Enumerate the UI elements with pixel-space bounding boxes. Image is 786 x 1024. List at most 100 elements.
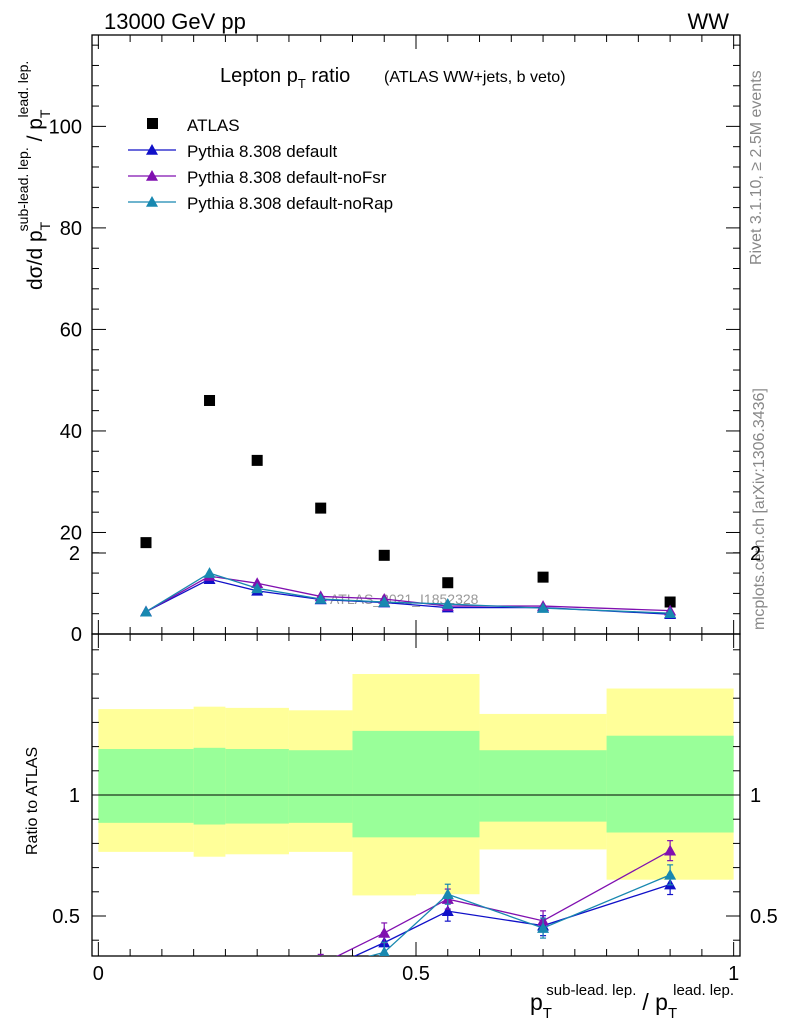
- ratio-point-0: [140, 971, 152, 982]
- legend-entry-label: Pythia 8.308 default-noFsr: [187, 168, 387, 187]
- legend: ATLAS Pythia 8.308 default Pythia 8.308 de…: [128, 116, 393, 213]
- legend-marker: [146, 170, 158, 181]
- ratio-point-0: [251, 971, 263, 982]
- main-ytick-label: 20: [60, 522, 82, 544]
- main-series-group: [140, 394, 677, 620]
- ylabel-sup-lead: lead. lep.: [15, 61, 31, 118]
- xtick-label: 0.5: [402, 963, 430, 985]
- ratio-point-1: [315, 958, 327, 969]
- mc-point-3: [537, 602, 550, 613]
- ratio-point-2: [204, 968, 216, 979]
- mc-point-3: [441, 598, 454, 609]
- ratio-point-0: [315, 966, 327, 977]
- ratio-uncertainty-bands: [98, 674, 734, 896]
- ylabel-slash-p: / p: [24, 118, 47, 147]
- mc-point-3: [251, 582, 264, 594]
- legend-marker: [146, 196, 158, 207]
- ratio-point-1: [251, 961, 263, 972]
- title-suffix: ratio: [306, 65, 350, 87]
- mc-line-2: [145, 575, 671, 613]
- ratio-ytick-label-left: 1: [69, 785, 80, 807]
- ratio-point-2: [251, 968, 263, 979]
- xlabel-p: p: [530, 989, 543, 1015]
- main-ytick-label: 100: [49, 116, 82, 138]
- ratio-band-green: [479, 750, 607, 822]
- xlabel-sub-t1: T: [543, 1005, 552, 1022]
- ratio-point-0: [204, 975, 216, 986]
- mc-point-3: [203, 567, 216, 578]
- mc-point-3: [140, 605, 152, 617]
- ylabel-sub-t1: T: [37, 221, 53, 230]
- ratio-band-green: [606, 735, 734, 833]
- xlabel-sup-sublead: sub-lead. lep.: [546, 982, 636, 999]
- header-left: 13000 GeV pp: [104, 9, 246, 34]
- main-y-axis: 0 20 40 60 80 100: [49, 44, 740, 646]
- ylabel-sup-sublead: sub-lead. lep.: [15, 147, 31, 231]
- ratio-y-axis: 0.5 0.5 1 1 2 2: [52, 543, 778, 941]
- main-ytick-label: 80: [60, 218, 82, 240]
- main-ytick-label: 40: [60, 421, 82, 443]
- ratio-band-green: [288, 750, 353, 823]
- mc-point-3: [378, 596, 391, 607]
- ratio-ytick-label-right: 1: [750, 785, 761, 807]
- ratio-point-1: [664, 844, 677, 856]
- ratio-point-1: [140, 971, 152, 982]
- ratio-point-2: [140, 971, 152, 982]
- mcplots-label: mcplots.cern.ch [arXiv:1306.3436]: [751, 388, 768, 630]
- xlabel-sub-t2: T: [668, 1005, 677, 1022]
- xtick-label: 1: [728, 963, 739, 985]
- atlas-data-point: [140, 537, 152, 549]
- ratio-ytick-label-right: 0.5: [750, 906, 778, 928]
- mc-point-3: [314, 592, 327, 604]
- ratio-ytick-label-left: 0.5: [52, 906, 80, 928]
- ratio-band-green: [225, 749, 289, 824]
- ratio-series-group: [140, 840, 677, 986]
- title-main: Lepton p: [220, 65, 298, 87]
- main-ytick-label: 0: [71, 624, 82, 646]
- mc-line-3: [145, 572, 671, 614]
- atlas-data-point: [537, 571, 549, 583]
- atlas-data-point: [442, 577, 454, 589]
- x-axis: 0 0.5 1: [93, 35, 739, 985]
- ylabel-dsigma: dσ/d p: [24, 230, 47, 290]
- xtick-label: 0: [93, 963, 104, 985]
- ratio-point-0: [441, 905, 454, 916]
- atlas-data-point: [204, 394, 216, 406]
- ratio-band-green: [98, 749, 194, 823]
- ratio-y-label: Ratio to ATLAS: [24, 747, 41, 855]
- xlabel-slash-p: / p: [642, 989, 668, 1015]
- ratio-point-1: [378, 926, 391, 938]
- ratio-line-0: [353, 883, 671, 956]
- ratio-ytick-label-left: 2: [69, 543, 80, 565]
- ratio-band-green: [352, 730, 416, 838]
- atlas-data-point: [251, 454, 263, 466]
- mc-point-3: [664, 607, 677, 618]
- title-subscript: T: [298, 76, 306, 91]
- header-right: WW: [687, 9, 729, 34]
- legend-marker: [146, 144, 158, 155]
- legend-marker-atlas: [147, 118, 158, 129]
- title-detail: (ATLAS WW+jets, b veto): [384, 69, 566, 86]
- ratio-ytick-label-right: 2: [750, 543, 761, 565]
- ratio-band-green: [193, 747, 226, 825]
- ylabel-sub-t2: T: [37, 109, 53, 118]
- main-ytick-label: 60: [60, 319, 82, 341]
- ratio-point-2: [441, 888, 454, 900]
- x-axis-label: pTsub-lead. lep. / pTlead. lep.: [530, 982, 734, 1022]
- ratio-point-2: [315, 963, 327, 974]
- atlas-data-point: [378, 549, 390, 561]
- analysis-watermark: ATLAS_2021_I1852328: [330, 591, 479, 607]
- ratio-point-2: [664, 868, 677, 880]
- legend-entry-label: ATLAS: [187, 116, 240, 135]
- legend-entry-label: Pythia 8.308 default: [187, 142, 338, 161]
- xlabel-sup-lead: lead. lep.: [673, 982, 734, 999]
- chart-title: Lepton pT ratio: [220, 65, 350, 91]
- ratio-band-green: [416, 730, 480, 838]
- ratio-line-1: [336, 850, 671, 956]
- legend-entry-label: Pythia 8.308 default-noRap: [187, 194, 393, 213]
- ratio-line-2: [367, 874, 671, 956]
- ratio-point-2: [378, 946, 390, 956]
- atlas-data-point: [664, 596, 676, 608]
- atlas-data-point: [315, 502, 327, 514]
